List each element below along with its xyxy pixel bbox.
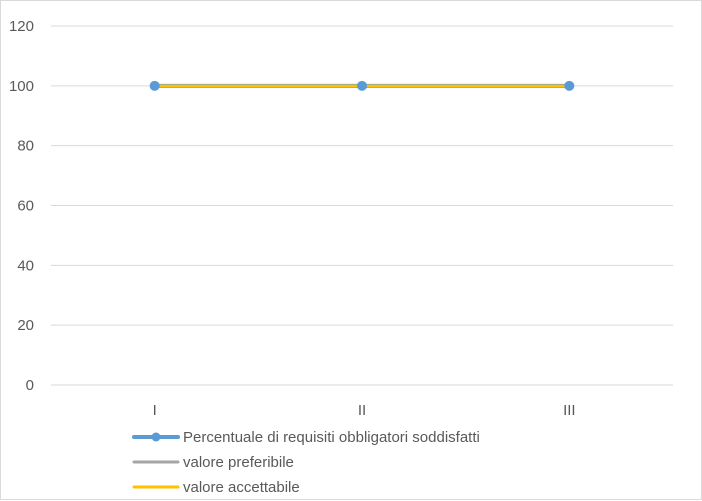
x-axis-tick-labels: I II III xyxy=(153,402,576,419)
y-tick-label: 80 xyxy=(17,138,34,155)
y-tick-label: 0 xyxy=(26,377,34,394)
y-tick-label: 40 xyxy=(17,257,34,274)
y-axis-tick-labels: 0 20 40 60 80 100 120 xyxy=(9,18,34,394)
gridlines xyxy=(51,25,673,386)
data-point-marker xyxy=(357,80,367,91)
legend-label: valore accettabile xyxy=(183,479,300,496)
legend-label: valore preferibile xyxy=(183,454,294,471)
legend: Percentuale di requisiti obbligatori sod… xyxy=(132,429,480,496)
x-tick-label: III xyxy=(563,402,576,419)
y-tick-label: 100 xyxy=(9,78,34,95)
data-point-marker xyxy=(149,80,160,91)
y-tick-label: 120 xyxy=(9,18,34,35)
legend-marker xyxy=(151,432,161,442)
y-tick-label: 60 xyxy=(17,198,34,215)
y-tick-label: 20 xyxy=(17,317,34,334)
data-point-marker xyxy=(564,80,575,91)
x-tick-label: II xyxy=(358,402,366,419)
legend-label: Percentuale di requisiti obbligatori sod… xyxy=(183,429,480,446)
series-lines xyxy=(149,80,575,91)
x-tick-label: I xyxy=(153,402,157,419)
